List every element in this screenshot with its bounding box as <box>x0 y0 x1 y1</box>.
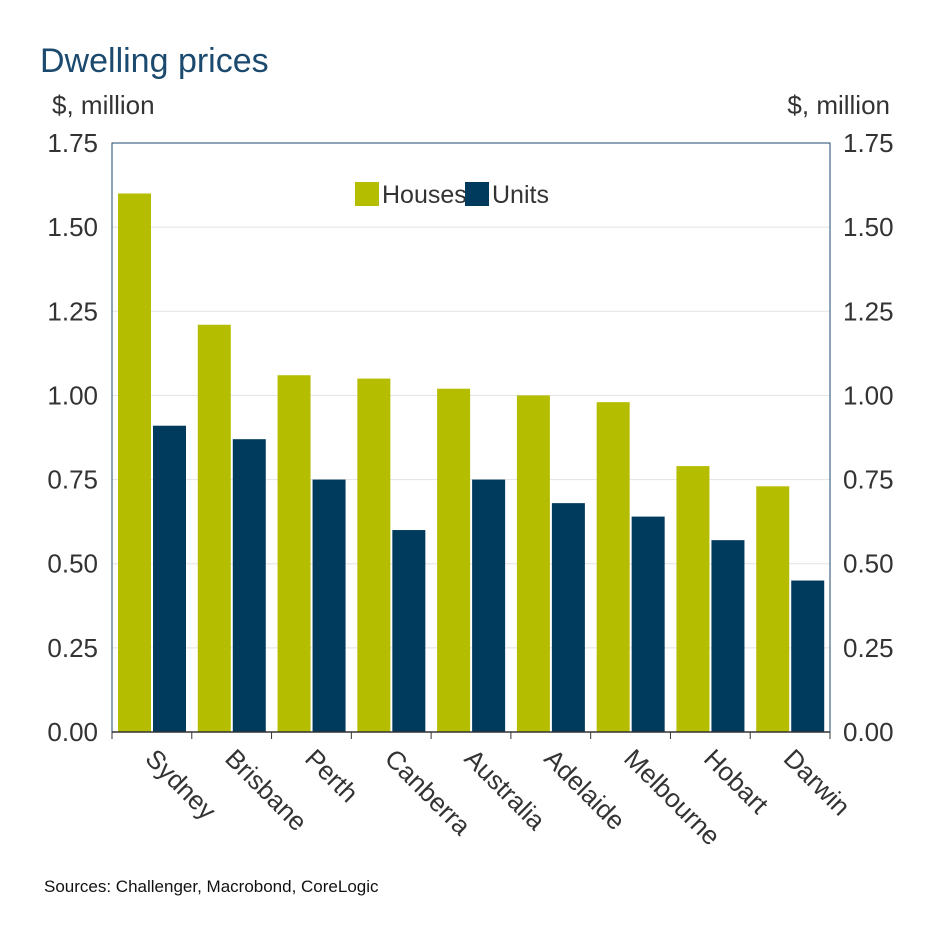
bar-units-sydney <box>153 425 186 732</box>
x-tick-label: Hobart <box>698 743 775 820</box>
bar-units-brisbane <box>232 439 266 732</box>
bar-units-darwin <box>791 580 825 732</box>
bar-units-melbourne <box>631 516 665 732</box>
bar-houses-adelaide <box>516 395 550 732</box>
bar-units-canberra <box>392 530 426 732</box>
y-tick-left: 1.50 <box>47 212 98 242</box>
bar-units-australia <box>472 479 506 732</box>
x-tick-label: Brisbane <box>219 743 313 837</box>
chart-title: Dwelling prices <box>40 42 269 80</box>
bar-units-perth <box>312 479 346 732</box>
y-tick-right: 1.00 <box>843 380 894 410</box>
y-tick-left: 1.75 <box>47 128 98 158</box>
x-tick-label: Sydney <box>140 743 223 826</box>
y-tick-left: 0.50 <box>47 549 98 579</box>
y-tick-left: 1.25 <box>47 296 98 326</box>
left-axis-unit: $, million <box>52 90 155 120</box>
right-axis-unit: $, million <box>787 90 890 120</box>
bar-houses-canberra <box>357 378 391 732</box>
x-tick-label: Perth <box>299 743 364 808</box>
bar-houses-brisbane <box>197 324 231 732</box>
bar-houses-australia <box>437 388 471 732</box>
y-tick-left: 0.75 <box>47 465 98 495</box>
legend-swatch-units <box>465 182 489 206</box>
x-tick-label: Adelaide <box>539 743 632 836</box>
x-tick-label: Darwin <box>778 743 856 821</box>
bar-houses-darwin <box>756 486 790 732</box>
bar-houses-sydney <box>118 193 151 732</box>
bar-houses-perth <box>277 375 311 732</box>
bar-houses-melbourne <box>596 402 630 732</box>
y-tick-right: 0.00 <box>843 717 894 747</box>
y-tick-left: 0.25 <box>47 633 98 663</box>
y-tick-right: 1.75 <box>843 128 894 158</box>
legend-swatch-houses <box>355 182 379 206</box>
bar-units-hobart <box>711 540 745 732</box>
bar-houses-hobart <box>676 466 710 732</box>
y-tick-right: 1.25 <box>843 296 894 326</box>
y-tick-right: 0.75 <box>843 465 894 495</box>
y-tick-right: 0.25 <box>843 633 894 663</box>
y-tick-right: 1.50 <box>843 212 894 242</box>
source-note: Sources: Challenger, Macrobond, CoreLogi… <box>44 877 379 896</box>
y-tick-left: 0.00 <box>47 717 98 747</box>
legend-label-units: Units <box>492 181 549 209</box>
y-tick-right: 0.50 <box>843 549 894 579</box>
bar-units-adelaide <box>551 503 585 732</box>
legend-label-houses: Houses <box>382 181 467 209</box>
y-tick-left: 1.00 <box>47 380 98 410</box>
x-tick-label: Canberra <box>379 743 477 841</box>
